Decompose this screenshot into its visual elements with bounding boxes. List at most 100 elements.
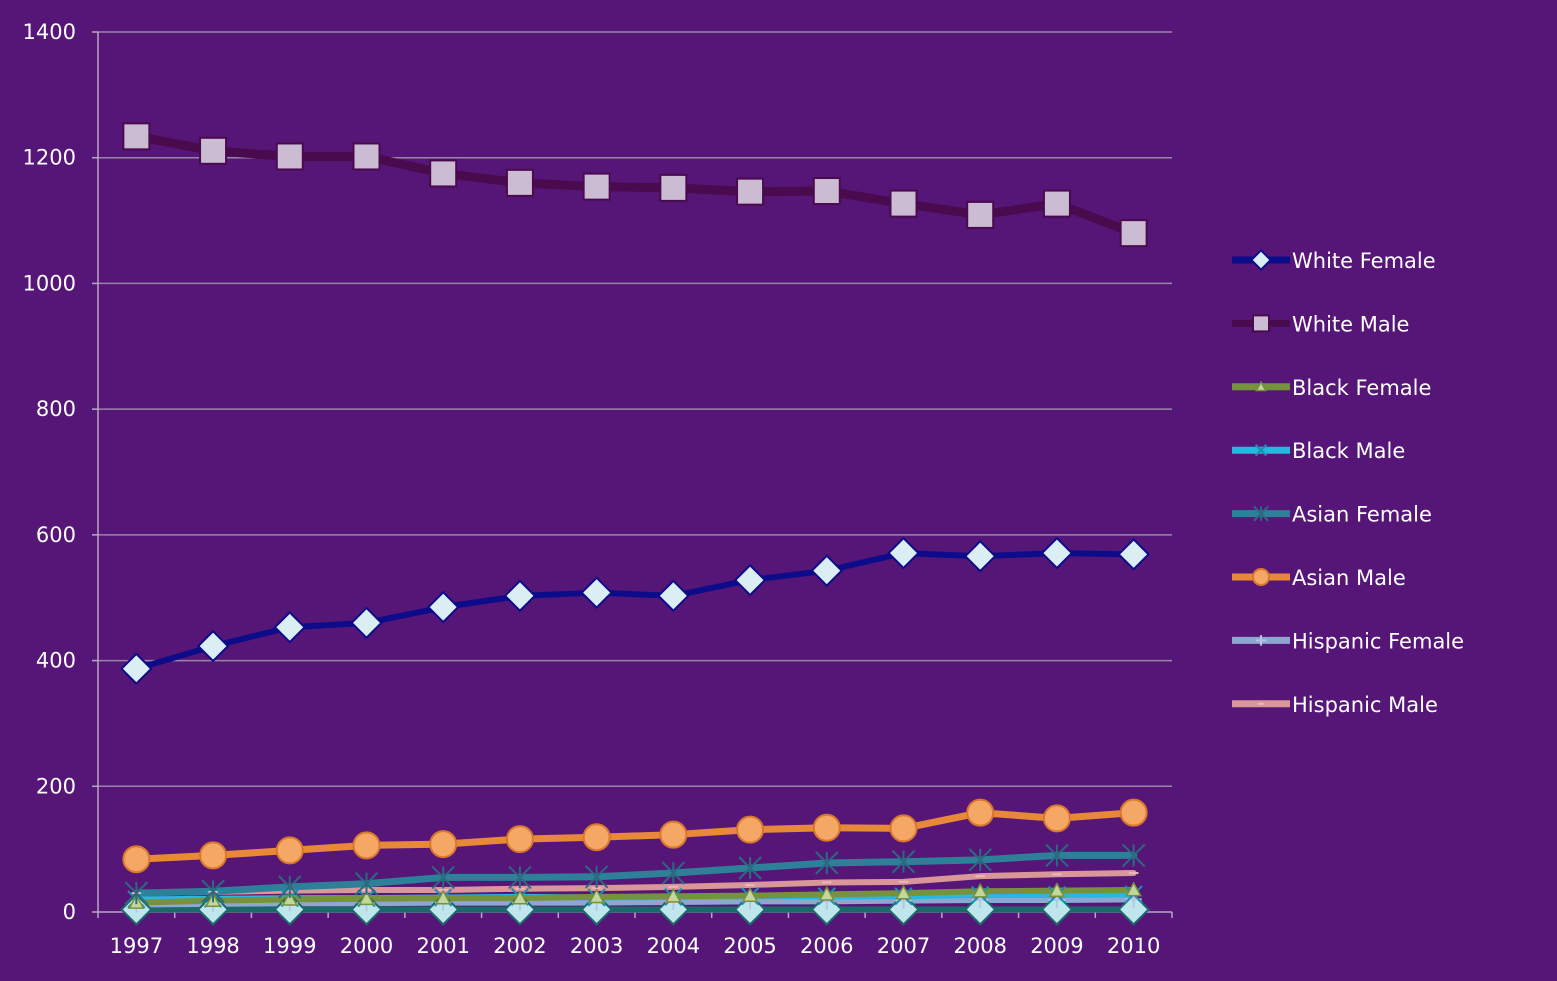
asian-male-point [275, 836, 304, 865]
white-male-point [122, 122, 151, 151]
asian-male-point [1042, 804, 1071, 833]
legend-item-asian-male: Asian Male [1232, 566, 1406, 590]
asian-male-point [352, 831, 381, 860]
white-female-point [350, 606, 383, 640]
asian-male-point [889, 814, 918, 843]
black-female-point [818, 885, 836, 901]
y-tick-label: 200 [36, 774, 76, 798]
white-male-point [1119, 219, 1148, 248]
x-tick-label: 1998 [186, 934, 239, 958]
y-tick-label: 1200 [23, 146, 76, 170]
y-tick-label: 800 [36, 397, 76, 421]
white-male-point [199, 136, 228, 165]
black-female-point [665, 887, 682, 903]
series-8-point [1040, 893, 1074, 926]
asian-male-point [505, 825, 534, 854]
asian-female-line [132, 851, 1138, 897]
legend-label: Hispanic Female [1292, 629, 1464, 653]
white-female-point [887, 536, 920, 570]
black-female-point [358, 890, 375, 906]
asian-female-markers [124, 843, 1146, 905]
black-female-line [133, 887, 1137, 906]
white-female-point [580, 576, 613, 609]
black-female-markers [128, 881, 1142, 909]
series-8-point [887, 893, 920, 926]
legend-swatch-marker [1252, 568, 1270, 586]
black-female-point [434, 889, 452, 905]
x-tick-label: 2000 [340, 934, 393, 958]
legend-label: Black Male [1292, 439, 1405, 463]
white-female-point [1040, 536, 1074, 570]
legend-label: Asian Female [1292, 503, 1432, 527]
gridlines [98, 31, 1172, 788]
asian-male-point [736, 815, 765, 844]
y-tick-label: 1400 [23, 20, 76, 44]
asian-female-point [354, 872, 379, 896]
asian-female-point [815, 851, 839, 875]
x-tick-label: 2007 [877, 934, 930, 958]
hispanic-male-line [133, 870, 1137, 897]
asian-female-point [584, 865, 609, 889]
asian-male-point [582, 823, 611, 852]
black-female-point [895, 884, 912, 900]
white-female-point [1117, 538, 1150, 571]
x-tick-label: 2009 [1030, 934, 1083, 958]
white-female-markers [120, 536, 1150, 686]
black-female-point [1048, 882, 1066, 897]
legend-swatch-marker [1252, 314, 1270, 333]
white-male-point [275, 142, 304, 171]
white-female-point [657, 579, 690, 613]
x-tick-label: 2010 [1107, 934, 1160, 958]
asian-male-point [966, 798, 995, 827]
legend-item-black-male: Black Male [1232, 439, 1405, 463]
asian-female-point [278, 875, 302, 899]
legend-label: Black Female [1292, 376, 1431, 400]
series-lines [131, 131, 1139, 913]
white-female-point [426, 590, 460, 624]
asian-female-point [1121, 843, 1146, 868]
white-female-point [810, 554, 844, 587]
legend: White Female White Male Black Female Black … [1232, 248, 1464, 717]
asian-male-markers [122, 798, 1148, 874]
y-tick-label: 400 [36, 649, 76, 673]
white-male-point [659, 173, 688, 202]
white-male-point [505, 168, 534, 197]
legend-label: Asian Male [1292, 566, 1406, 590]
asian-female-point [431, 865, 455, 890]
white-female-point [196, 629, 230, 663]
asian-female-point [1045, 843, 1069, 868]
y-tick-label: 1000 [23, 271, 76, 295]
y-tick-label: 0 [63, 900, 76, 924]
legend-item-black-female: Black Female [1232, 376, 1431, 400]
legend-swatch-marker [1255, 635, 1267, 646]
asian-male-point [812, 813, 841, 842]
legend-item-asian-female: Asian Female [1232, 503, 1432, 527]
asian-male-point [199, 841, 228, 870]
legend-label: White Female [1292, 249, 1436, 273]
asian-female-point [891, 850, 916, 874]
legend-item-white-male: White Male [1232, 312, 1409, 336]
white-male-point [429, 159, 458, 188]
legend-swatch-marker [1255, 380, 1267, 392]
white-male-point [966, 200, 995, 229]
white-male-point [1042, 189, 1071, 218]
legend-swatch-marker [1249, 248, 1273, 272]
x-tick-label: 1997 [110, 934, 163, 958]
white-male-markers [122, 122, 1148, 248]
white-female-line [133, 550, 1137, 672]
legend-item-white-female: White Female [1232, 248, 1436, 273]
asian-male-point [429, 830, 458, 859]
black-female-point [588, 888, 605, 904]
white-female-point [733, 563, 767, 597]
black-female-point [741, 887, 759, 903]
series-markers [120, 122, 1150, 926]
x-tick-label: 2001 [416, 934, 469, 958]
legend-item-hispanic-female: Hispanic Female [1232, 629, 1464, 653]
asian-female-point [124, 881, 149, 905]
black-female-point [281, 890, 299, 906]
asian-female-point [661, 861, 686, 885]
hispanic-female-line [133, 896, 1137, 908]
legend-item-hispanic-male: Hispanic Male [1232, 693, 1438, 717]
white-male-point [352, 142, 381, 171]
asian-male-point [1119, 798, 1148, 827]
